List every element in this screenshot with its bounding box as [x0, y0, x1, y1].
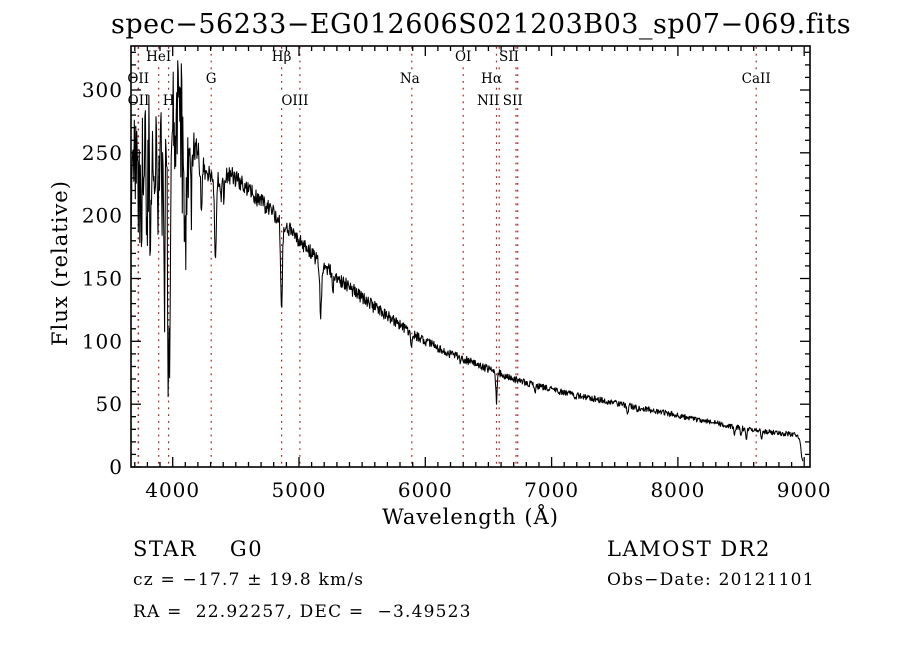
line-label-bg — [162, 94, 176, 108]
x-tick-label: 4000 — [145, 478, 200, 502]
line-label-bg — [480, 72, 503, 86]
line-label-H: H — [163, 93, 175, 109]
plot-title: spec−56233−EG012606S021203B03_sp07−069.f… — [111, 9, 852, 40]
line-label-SII: SII — [503, 93, 523, 109]
line-label-Hβ: Hβ — [272, 49, 292, 65]
y-tick-label: 50 — [96, 392, 123, 416]
line-label-bg — [476, 94, 500, 108]
y-tick-label: 100 — [82, 329, 123, 353]
line-label-SII: SII — [499, 49, 519, 65]
y-tick-label: 300 — [82, 78, 123, 102]
line-label-bg — [280, 94, 309, 108]
line-label-bg — [501, 94, 525, 108]
axis-ticks — [131, 46, 810, 468]
line-label-HeI: HeI — [146, 49, 171, 65]
spectral-line-markers — [137, 47, 757, 466]
line-label-Na: Na — [400, 71, 420, 87]
y-tick-labels: 0 50 100 150 200 250 300 — [82, 78, 123, 479]
line-label-bg — [741, 72, 772, 86]
line-label-bg — [454, 50, 473, 64]
spectrum-trace — [130, 60, 804, 462]
line-label-OII: OII — [128, 93, 150, 109]
line-label-bg — [146, 50, 172, 64]
x-tick-labels: 4000 5000 6000 7000 8000 9000 — [145, 478, 832, 502]
y-tick-label: 200 — [82, 204, 123, 228]
x-tick-label: 5000 — [272, 478, 327, 502]
line-label-NII: NII — [477, 93, 499, 109]
plot-frame — [130, 45, 811, 468]
obs-date-label: Obs−Date: 20121101 — [607, 570, 815, 590]
x-tick-label: 7000 — [524, 478, 579, 502]
cz-velocity-label: cz = −17.7 ± 19.8 km/s — [133, 570, 365, 590]
line-label-bg — [204, 72, 218, 86]
x-tick-label: 9000 — [777, 478, 832, 502]
object-class-label: STAR G0 — [133, 537, 264, 561]
x-tick-label: 6000 — [398, 478, 453, 502]
line-label-CaII: CaII — [742, 71, 771, 87]
line-label-G: G — [206, 71, 217, 87]
y-tick-label: 150 — [82, 267, 123, 291]
ra-dec-label: RA = 22.92257, DEC = −3.49523 — [133, 602, 472, 622]
x-tick-label: 8000 — [650, 478, 705, 502]
x-axis-title: Wavelength (Å) — [382, 505, 559, 529]
line-label-bg — [270, 50, 293, 64]
y-tick-label: 0 — [109, 455, 123, 479]
line-label-bg — [497, 50, 521, 64]
line-label-Hα: Hα — [481, 71, 502, 87]
line-label-bg — [126, 72, 150, 86]
line-label-OII: OII — [127, 71, 149, 87]
line-label-bg — [399, 72, 420, 86]
y-tick-label: 250 — [82, 141, 123, 165]
survey-release-label: LAMOST DR2 — [607, 537, 771, 561]
line-label-bg — [127, 94, 150, 108]
line-label-OI: OI — [455, 49, 471, 65]
line-label-OIII: OIII — [281, 93, 308, 109]
